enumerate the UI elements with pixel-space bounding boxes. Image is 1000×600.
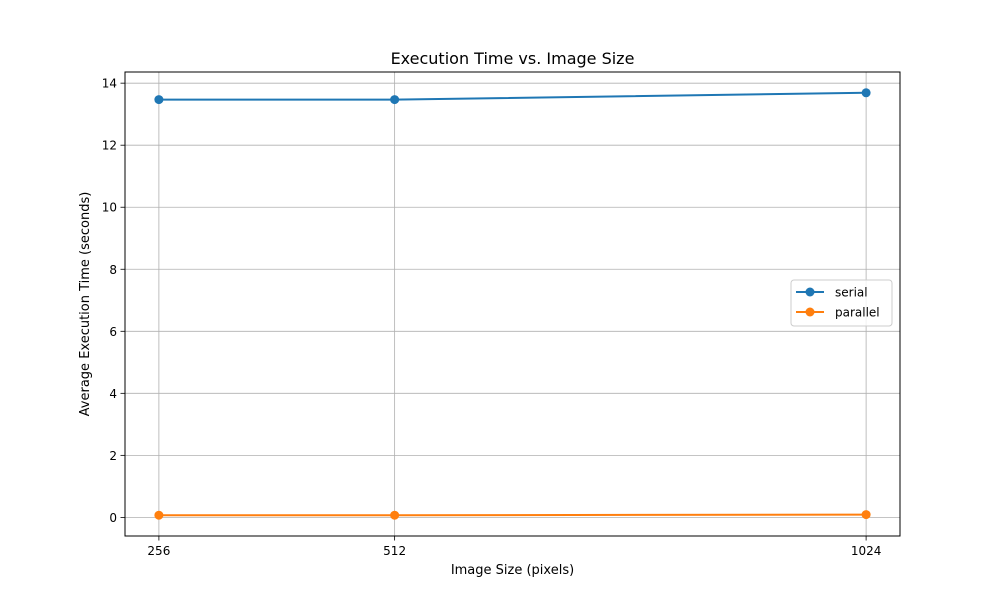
legend-swatch-marker <box>805 307 815 317</box>
plot-area <box>125 72 900 536</box>
y-tick-label: 10 <box>102 201 117 215</box>
x-tick-label: 1024 <box>851 544 882 558</box>
y-tick-label: 14 <box>102 77 117 91</box>
data-point-parallel <box>154 510 164 520</box>
y-tick-label: 6 <box>109 325 117 339</box>
data-point-serial <box>390 95 400 105</box>
data-point-parallel <box>390 510 400 520</box>
x-tick-label: 512 <box>383 544 406 558</box>
x-axis-label: Image Size (pixels) <box>451 563 574 578</box>
data-point-parallel <box>861 510 871 520</box>
y-tick-label: 12 <box>102 139 117 153</box>
y-tick-label: 2 <box>109 449 117 463</box>
plot-frame <box>124 71 901 537</box>
legend-label-serial: serial <box>835 286 868 300</box>
legend-label-parallel: parallel <box>835 306 880 320</box>
axis-ticks: 256 512 1024 0 2 4 6 8 10 12 14 <box>102 77 882 558</box>
legend: serial parallel <box>790 279 893 327</box>
y-tick-label: 4 <box>109 387 117 401</box>
data-point-serial <box>154 95 164 105</box>
chart-title: Execution Time vs. Image Size <box>391 49 635 68</box>
series-line-parallel <box>158 513 867 517</box>
data-point-serial <box>861 88 871 98</box>
y-axis-label: Average Execution Time (seconds) <box>78 192 93 417</box>
y-tick-label: 0 <box>109 511 117 525</box>
series-group <box>154 88 871 520</box>
y-tick-label: 8 <box>109 263 117 277</box>
x-tick-label: 256 <box>147 544 170 558</box>
legend-swatch-marker <box>805 287 815 297</box>
